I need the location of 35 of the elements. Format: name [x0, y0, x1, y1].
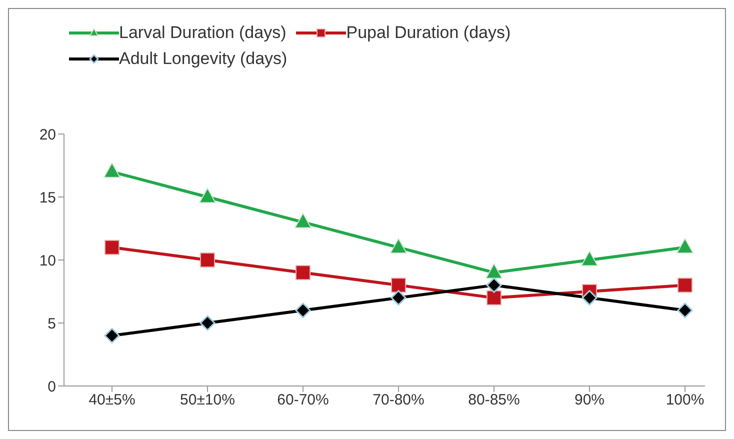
point — [390, 238, 407, 254]
point — [295, 302, 311, 318]
point — [486, 263, 502, 279]
point — [391, 278, 406, 293]
x-tick-label: 40±5% — [88, 392, 136, 409]
point — [200, 252, 215, 268]
point — [678, 278, 692, 293]
x-tick-label: 50±10% — [180, 392, 235, 409]
x-tick-label: 60-70% — [277, 392, 329, 409]
point — [104, 162, 120, 178]
x-tick-label: 80-85% — [468, 392, 520, 409]
point — [200, 315, 216, 331]
y-tick-label: 10 — [39, 252, 56, 270]
y-tick-label: 5 — [48, 315, 56, 332]
point — [296, 265, 310, 280]
x-tick-label: 70-80% — [372, 392, 424, 409]
legend-label: Larval Duration (days) — [119, 23, 286, 43]
point — [676, 238, 694, 254]
y-tick-label: 0 — [48, 378, 56, 396]
y-tick-label: 15 — [39, 189, 56, 206]
point — [199, 188, 216, 204]
point — [104, 328, 120, 344]
legend-label: Adult Longevity (days) — [119, 49, 288, 69]
point — [294, 212, 312, 228]
x-tick-label: 90% — [574, 392, 605, 409]
point — [390, 290, 406, 306]
legend-label: Pupal Duration (days) — [346, 23, 511, 43]
y-tick-label: 20 — [39, 126, 56, 144]
point — [486, 277, 502, 293]
point — [104, 240, 120, 255]
point — [677, 302, 693, 318]
x-tick-label: 100% — [666, 392, 704, 409]
point — [486, 290, 502, 306]
point — [581, 250, 598, 266]
point — [582, 290, 598, 306]
